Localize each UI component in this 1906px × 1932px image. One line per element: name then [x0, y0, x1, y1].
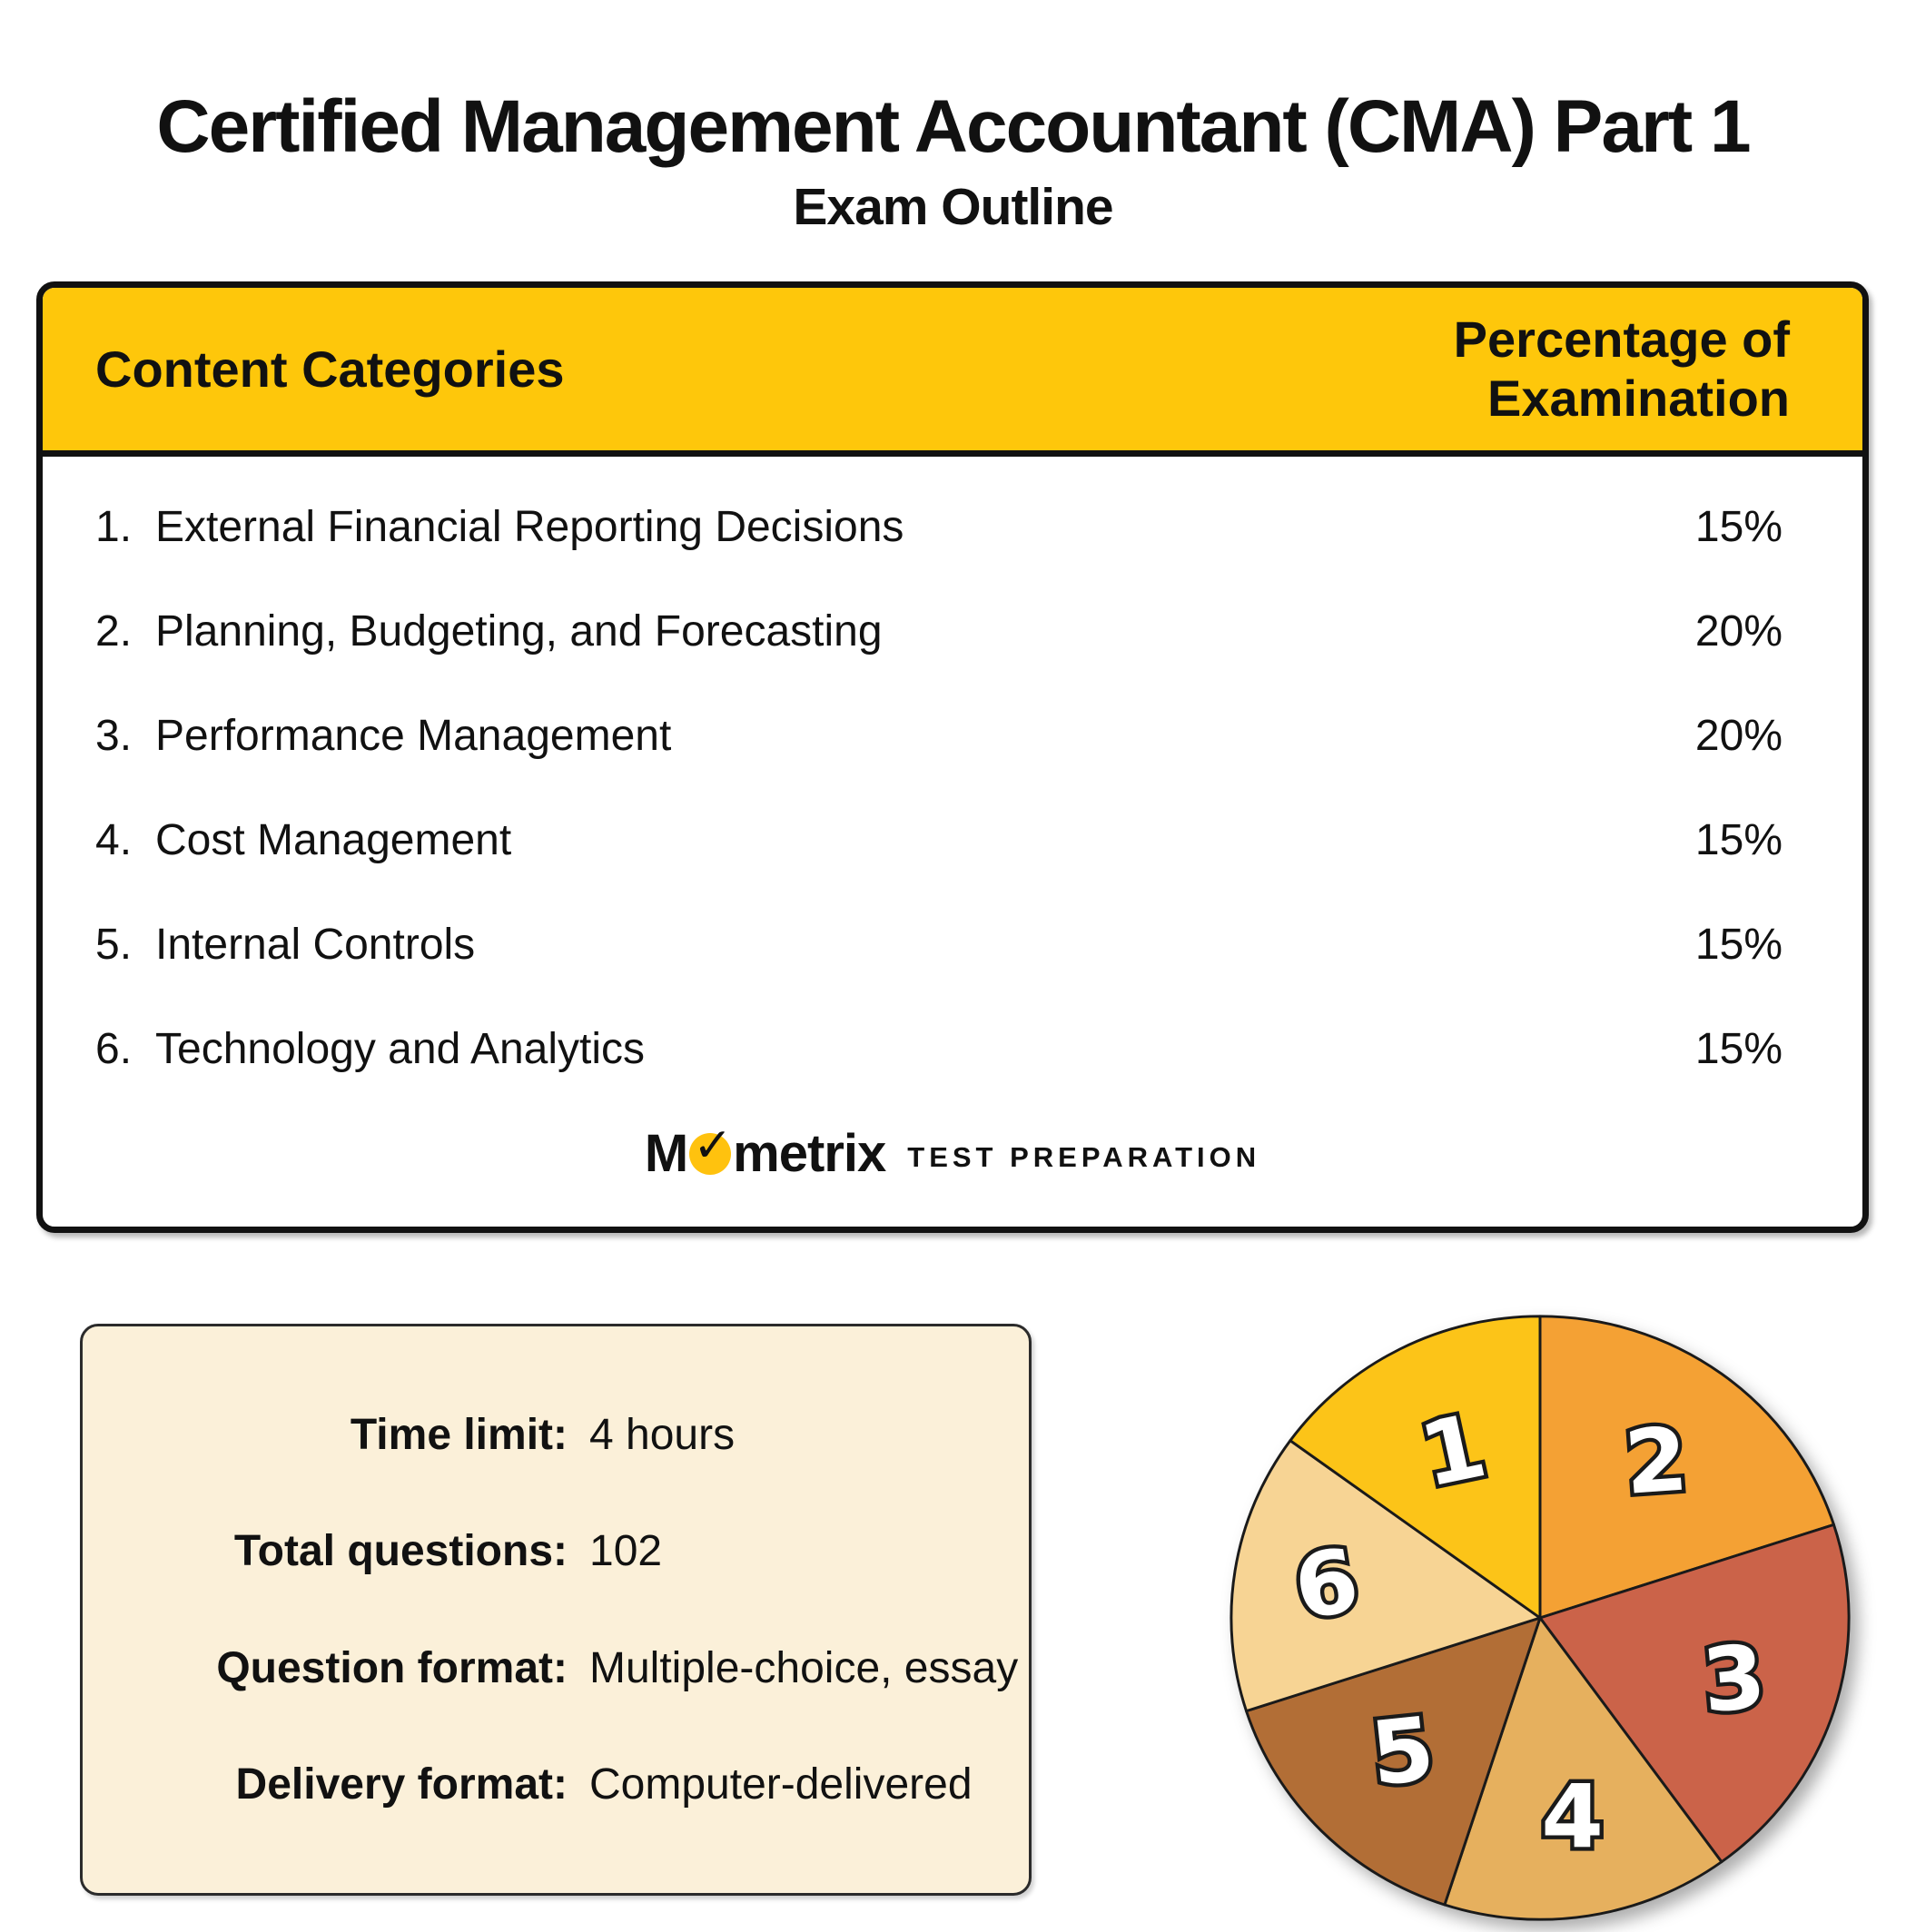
- info-label: Delivery format:: [235, 1760, 568, 1809]
- checkmark-icon: ✓: [693, 1118, 733, 1173]
- row-percentage: 20%: [1694, 607, 1783, 656]
- page-subtitle: Exam Outline: [793, 178, 1113, 237]
- pie-slice-1: [1289, 1315, 1542, 1620]
- pie-slice-label-5: 5: [1366, 1698, 1438, 1806]
- info-value: 102: [589, 1527, 663, 1576]
- exam-facts-box: Time limit: 4 hours Total questions: 102…: [80, 1324, 1032, 1896]
- page-title: Certified Management Accountant (CMA) Pa…: [156, 84, 1751, 168]
- logo-wordmark: M ✓ metrix: [644, 1119, 886, 1184]
- row-category-label: External Financial Reporting Decisions: [155, 503, 904, 551]
- table-header: Content Categories Percentage of Examina…: [43, 288, 1862, 457]
- row-number: 2.: [95, 607, 133, 656]
- column-header-content-categories: Content Categories: [95, 340, 565, 398]
- row-number: 3.: [95, 712, 133, 760]
- row-category-label: Performance Management: [155, 712, 672, 760]
- row-category-label: Cost Management: [155, 816, 512, 864]
- row-percentage: 15%: [1694, 816, 1783, 864]
- row-percentage: 15%: [1694, 1025, 1783, 1073]
- row-number: 6.: [95, 1025, 133, 1073]
- logo-check-circle: ✓: [689, 1119, 733, 1175]
- pie-slice-label-2: 2: [1622, 1408, 1692, 1514]
- logo-word-end: metrix: [733, 1124, 886, 1183]
- row-number: 5.: [95, 921, 133, 969]
- table-row: 6. Technology and Analytics 15%: [95, 997, 1783, 1101]
- mometrix-logo: M ✓ metrix TEST PREPARATION: [43, 1119, 1862, 1184]
- row-category-label: Internal Controls: [155, 921, 476, 969]
- info-value: 4 hours: [589, 1410, 736, 1459]
- table-row: 5. Internal Controls 15%: [95, 892, 1783, 997]
- exam-outline-table: Content Categories Percentage of Examina…: [36, 281, 1869, 1233]
- column-header-percentage: Percentage of Examination: [1453, 310, 1790, 427]
- row-category-label: Planning, Budgeting, and Forecasting: [155, 607, 883, 656]
- table-body: 1. External Financial Reporting Decision…: [43, 457, 1862, 1101]
- info-label: Time limit:: [350, 1410, 568, 1459]
- row-percentage: 15%: [1694, 503, 1783, 551]
- info-label: Total questions:: [233, 1527, 568, 1576]
- pie-slice-5: [1245, 1616, 1542, 1907]
- info-value: Computer-delivered: [589, 1760, 973, 1809]
- table-row: 3. Performance Management 20%: [95, 684, 1783, 788]
- row-number: 1.: [95, 503, 133, 551]
- table-row: 2. Planning, Budgeting, and Forecasting …: [95, 579, 1783, 684]
- row-number: 4.: [95, 816, 133, 864]
- table-row: 1. External Financial Reporting Decision…: [95, 475, 1783, 579]
- info-label: Question format:: [216, 1643, 568, 1692]
- logo-tagline: TEST PREPARATION: [907, 1140, 1261, 1173]
- pie-slice-label-3: 3: [1698, 1626, 1770, 1733]
- table-row: 4. Cost Management 15%: [95, 788, 1783, 892]
- pie-slice-2: [1538, 1315, 1835, 1620]
- pie-slice-3: [1538, 1523, 1851, 1864]
- info-value: Multiple-choice, essay: [589, 1643, 1019, 1692]
- pie-slice-label-4: 4: [1541, 1766, 1604, 1868]
- pie-slice-6: [1230, 1439, 1542, 1713]
- row-category-label: Technology and Analytics: [155, 1025, 646, 1073]
- row-percentage: 20%: [1694, 712, 1783, 760]
- logo-word-start: M: [644, 1124, 688, 1183]
- pie-slice-4: [1443, 1616, 1723, 1921]
- row-percentage: 15%: [1694, 921, 1783, 969]
